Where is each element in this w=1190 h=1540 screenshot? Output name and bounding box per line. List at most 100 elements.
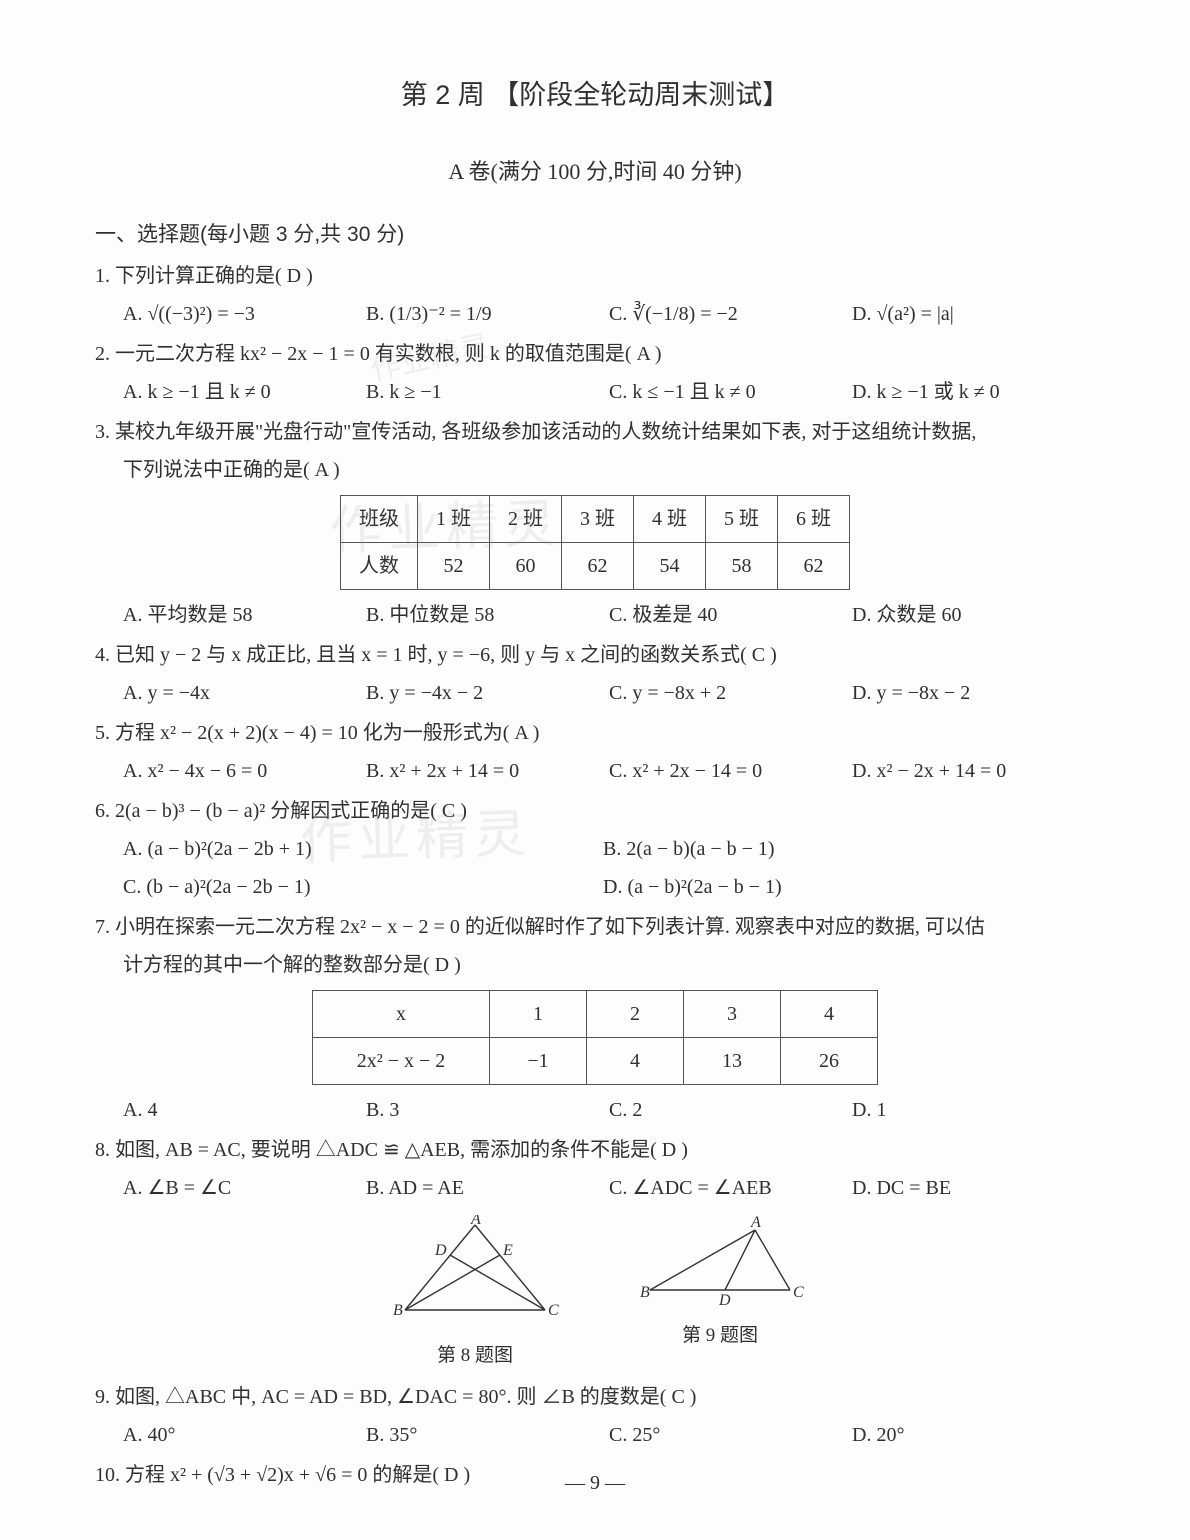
svg-text:C: C (548, 1302, 559, 1319)
question-6: 6. 2(a − b)³ − (b − a)² 分解因式正确的是( C ) A.… (95, 792, 1095, 906)
q9-figure: A B C D 第 9 题图 (635, 1215, 805, 1374)
question-9: 9. 如图, △ABC 中, AC = AD = BD, ∠DAC = 80°.… (95, 1378, 1095, 1454)
q1-opt-a: A. √((−3)²) = −3 (123, 295, 366, 333)
q4-opt-b: B. y = −4x − 2 (366, 674, 609, 712)
q3-opt-c: C. 极差是 40 (609, 596, 852, 634)
q4-opt-a: A. y = −4x (123, 674, 366, 712)
q2-opt-b: B. k ≥ −1 (366, 373, 609, 411)
q3-td-2: 62 (562, 542, 634, 589)
q9-opt-c: C. 25° (609, 1416, 852, 1454)
q5-opt-b: B. x² + 2x + 14 = 0 (366, 752, 609, 790)
q7-text-line1: 7. 小明在探索一元二次方程 2x² − x − 2 = 0 的近似解时作了如下… (95, 908, 1095, 946)
q4-opt-c: C. y = −8x + 2 (609, 674, 852, 712)
q3-opt-b: B. 中位数是 58 (366, 596, 609, 634)
q1-text: 1. 下列计算正确的是( D ) (95, 257, 1095, 295)
svg-text:E: E (502, 1242, 513, 1259)
q8-text: 8. 如图, AB = AC, 要说明 △ADC ≌ △AEB, 需添加的条件不… (95, 1131, 1095, 1169)
q6-opt-b: B. 2(a − b)(a − b − 1) (603, 830, 1083, 868)
q3-th-0: 班级 (341, 495, 418, 542)
svg-text:C: C (793, 1284, 804, 1301)
q2-options: A. k ≥ −1 且 k ≠ 0 B. k ≥ −1 C. k ≤ −1 且 … (95, 373, 1095, 411)
q2-text: 2. 一元二次方程 kx² − 2x − 1 = 0 有实数根, 则 k 的取值… (95, 335, 1095, 373)
q7-opt-c: C. 2 (609, 1091, 852, 1129)
q7-r1-3: 4 (781, 990, 878, 1037)
q6-opt-d: D. (a − b)²(2a − b − 1) (603, 868, 1083, 906)
q3-table-data-row: 人数 52 60 62 54 58 62 (341, 542, 850, 589)
q6-text: 6. 2(a − b)³ − (b − a)² 分解因式正确的是( C ) (95, 792, 1095, 830)
q9-opt-b: B. 35° (366, 1416, 609, 1454)
q7-table-row1: x 1 2 3 4 (313, 990, 878, 1037)
q7-opt-b: B. 3 (366, 1091, 609, 1129)
q6-options: A. (a − b)²(2a − 2b + 1) B. 2(a − b)(a −… (95, 830, 1095, 906)
q5-options: A. x² − 4x − 6 = 0 B. x² + 2x + 14 = 0 C… (95, 752, 1095, 790)
q4-options: A. y = −4x B. y = −4x − 2 C. y = −8x + 2… (95, 674, 1095, 712)
q1-opt-b: B. (1/3)⁻² = 1/9 (366, 295, 609, 333)
q3-td-3: 54 (634, 542, 706, 589)
section-heading: 一、选择题(每小题 3 分,共 30 分) (95, 215, 1095, 255)
page-subtitle: A 卷(满分 100 分,时间 40 分钟) (95, 151, 1095, 193)
exam-page: 作业精灵 作业精灵 作业精灵 第 2 周 【阶段全轮动周末测试】 A 卷(满分 … (0, 0, 1190, 1540)
question-7: 7. 小明在探索一元二次方程 2x² − x − 2 = 0 的近似解时作了如下… (95, 908, 1095, 1129)
question-5: 5. 方程 x² − 2(x + 2)(x − 4) = 10 化为一般形式为(… (95, 714, 1095, 790)
q3-td-0: 52 (418, 542, 490, 589)
q7-r2-1: 4 (587, 1037, 684, 1084)
svg-text:B: B (640, 1284, 650, 1301)
q3-th-4: 4 班 (634, 495, 706, 542)
svg-text:A: A (470, 1215, 481, 1228)
q3-th-5: 5 班 (706, 495, 778, 542)
q8-opt-a: A. ∠B = ∠C (123, 1169, 366, 1207)
q3-options: A. 平均数是 58 B. 中位数是 58 C. 极差是 40 D. 众数是 6… (95, 596, 1095, 634)
q7-opt-d: D. 1 (852, 1091, 1095, 1129)
q8-figure: A B C D E 第 8 题图 (385, 1215, 565, 1374)
q3-td-1: 60 (490, 542, 562, 589)
q3-td-5: 62 (778, 542, 850, 589)
q3-th-3: 3 班 (562, 495, 634, 542)
q7-r1-2: 3 (684, 990, 781, 1037)
question-4: 4. 已知 y − 2 与 x 成正比, 且当 x = 1 时, y = −6,… (95, 636, 1095, 712)
q5-opt-c: C. x² + 2x − 14 = 0 (609, 752, 852, 790)
q2-opt-d: D. k ≥ −1 或 k ≠ 0 (852, 373, 1095, 411)
q5-opt-d: D. x² − 2x + 14 = 0 (852, 752, 1095, 790)
q8-opt-b: B. AD = AE (366, 1169, 609, 1207)
q7-table: x 1 2 3 4 2x² − x − 2 −1 4 13 26 (312, 990, 878, 1085)
q7-r1-1: 2 (587, 990, 684, 1037)
page-title: 第 2 周 【阶段全轮动周末测试】 (95, 70, 1095, 121)
q7-r2-3: 26 (781, 1037, 878, 1084)
q3-td-4: 58 (706, 542, 778, 589)
q4-opt-d: D. y = −8x − 2 (852, 674, 1095, 712)
q7-table-row2: 2x² − x − 2 −1 4 13 26 (313, 1037, 878, 1084)
q7-r1-label: x (313, 990, 490, 1037)
q3-text-line2: 下列说法中正确的是( A ) (95, 451, 1095, 489)
q3-opt-a: A. 平均数是 58 (123, 596, 366, 634)
svg-text:A: A (750, 1215, 761, 1231)
q2-opt-a: A. k ≥ −1 且 k ≠ 0 (123, 373, 366, 411)
q6-opt-c: C. (b − a)²(2a − 2b − 1) (123, 868, 603, 906)
svg-text:D: D (718, 1292, 731, 1305)
q8-options: A. ∠B = ∠C B. AD = AE C. ∠ADC = ∠AEB D. … (95, 1169, 1095, 1207)
q1-opt-d: D. √(a²) = |a| (852, 295, 1095, 333)
q3-table: 班级 1 班 2 班 3 班 4 班 5 班 6 班 人数 52 60 62 5… (340, 495, 850, 590)
question-3: 3. 某校九年级开展"光盘行动"宣传活动, 各班级参加该活动的人数统计结果如下表… (95, 413, 1095, 634)
question-2: 2. 一元二次方程 kx² − 2x − 1 = 0 有实数根, 则 k 的取值… (95, 335, 1095, 411)
q5-text: 5. 方程 x² − 2(x + 2)(x − 4) = 10 化为一般形式为(… (95, 714, 1095, 752)
q9-diagram-icon: A B C D (635, 1215, 805, 1305)
q9-opt-a: A. 40° (123, 1416, 366, 1454)
q8-opt-d: D. DC = BE (852, 1169, 1095, 1207)
q2-opt-c: C. k ≤ −1 且 k ≠ 0 (609, 373, 852, 411)
question-1: 1. 下列计算正确的是( D ) A. √((−3)²) = −3 B. (1/… (95, 257, 1095, 333)
question-8: 8. 如图, AB = AC, 要说明 △ADC ≌ △AEB, 需添加的条件不… (95, 1131, 1095, 1374)
q7-r1-0: 1 (490, 990, 587, 1037)
q7-r2-0: −1 (490, 1037, 587, 1084)
q3-th-6: 6 班 (778, 495, 850, 542)
q7-options: A. 4 B. 3 C. 2 D. 1 (95, 1091, 1095, 1129)
q3-th-1: 1 班 (418, 495, 490, 542)
q7-text-line2: 计方程的其中一个解的整数部分是( D ) (95, 946, 1095, 984)
q1-opt-c: C. ∛(−1/8) = −2 (609, 295, 852, 333)
q7-opt-a: A. 4 (123, 1091, 366, 1129)
q9-figure-caption: 第 9 题图 (635, 1318, 805, 1354)
q9-options: A. 40° B. 35° C. 25° D. 20° (95, 1416, 1095, 1454)
q8-diagram-icon: A B C D E (385, 1215, 565, 1325)
q3-th-2: 2 班 (490, 495, 562, 542)
q1-options: A. √((−3)²) = −3 B. (1/3)⁻² = 1/9 C. ∛(−… (95, 295, 1095, 333)
q3-td-label: 人数 (341, 542, 418, 589)
